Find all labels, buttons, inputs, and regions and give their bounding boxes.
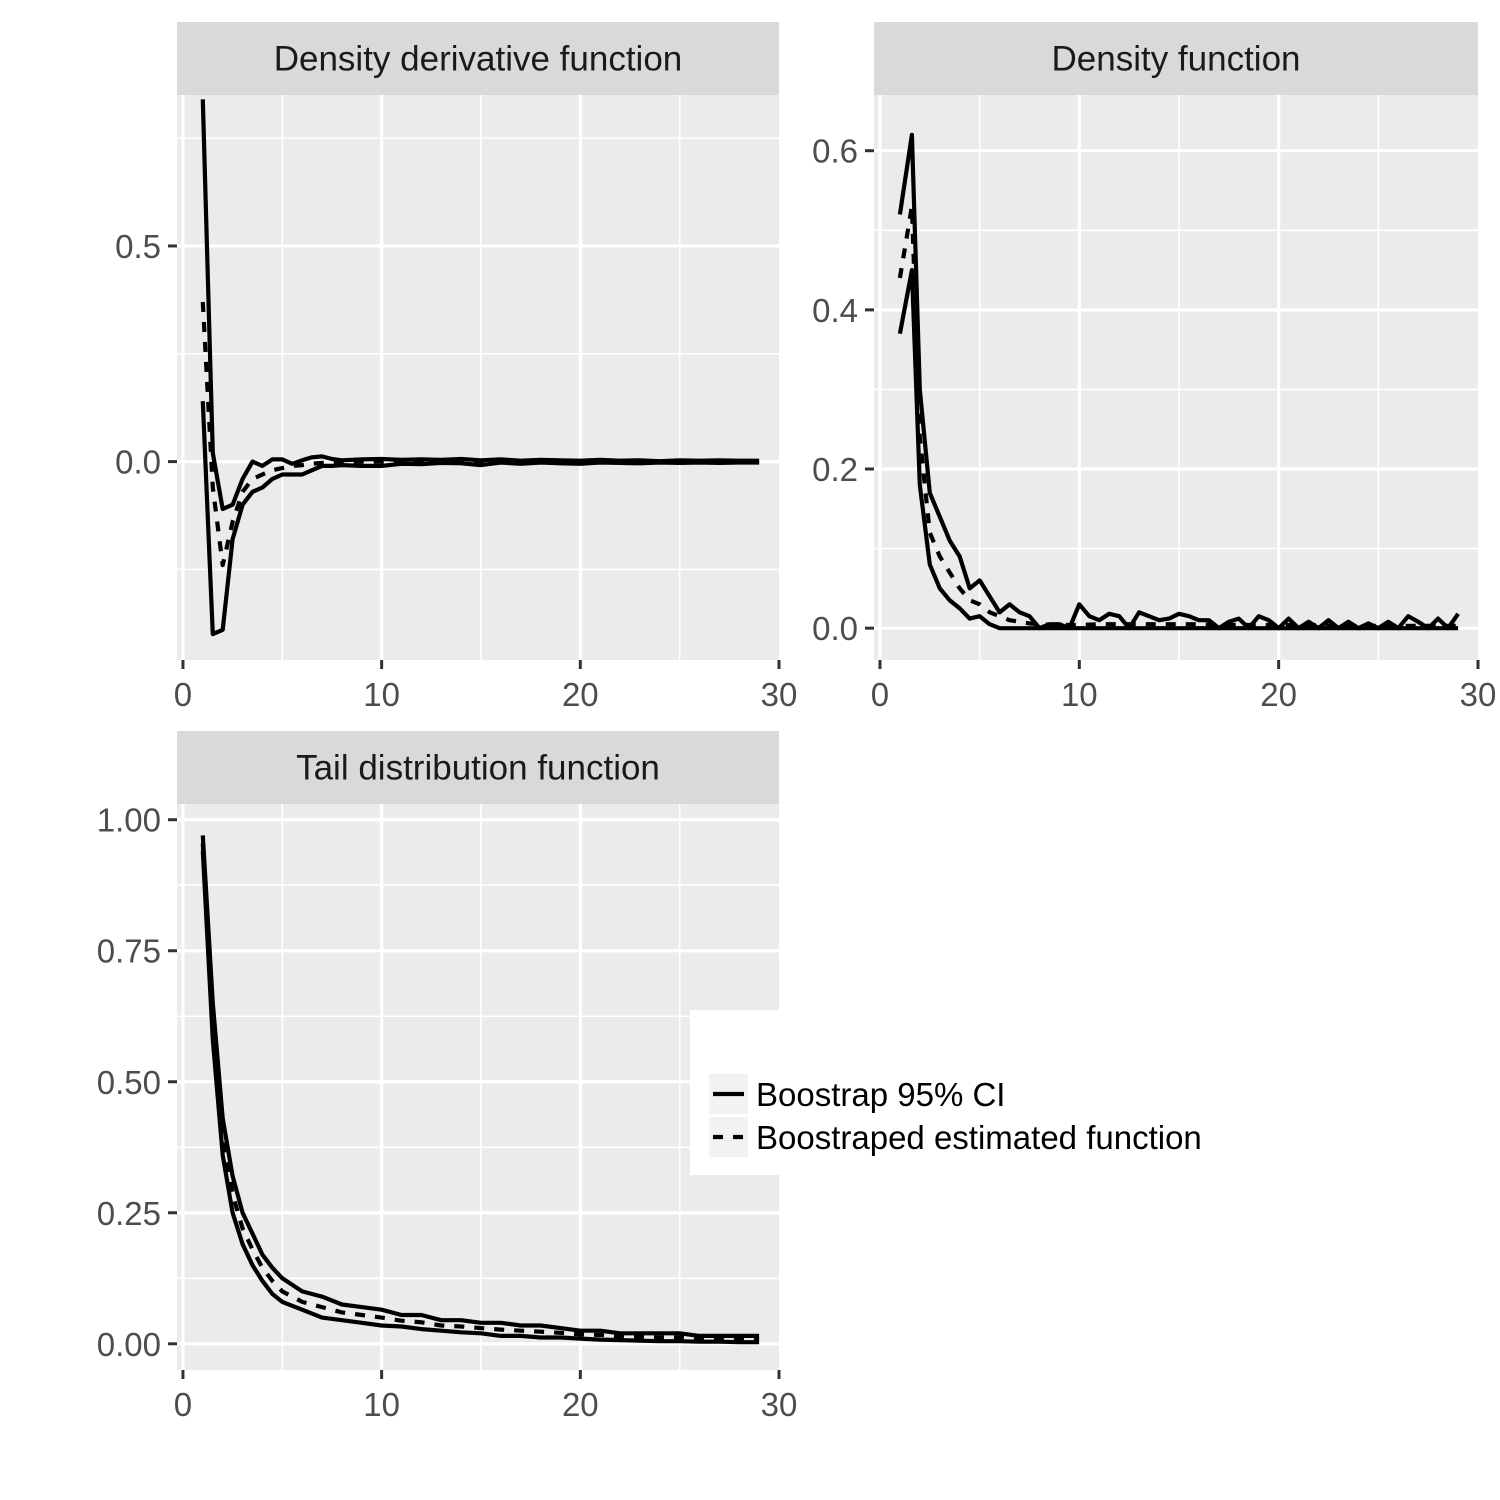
y-tick-label: 1.00 [97,802,161,839]
facet-panel-1: Density derivative function 0 10 20 30 0.0 0.5 [115,22,797,713]
y-tick-label: 0.00 [97,1326,161,1363]
y-tick-label: 0.4 [812,292,858,329]
facet-title: Tail distribution function [296,749,660,788]
x-tick-label: 10 [363,676,400,713]
series-line-estimate [897,204,1459,628]
y-tick-label: 0.0 [812,610,858,647]
x-tick-label: 0 [174,1386,192,1423]
facet-strip [177,731,779,804]
x-tick-label: 10 [1061,676,1098,713]
series-line-ci [200,851,760,1345]
x-tick-label: 0 [871,676,889,713]
facet-title: Density derivative function [274,40,683,79]
x-tick-label: 30 [761,1386,798,1423]
y-tick-label: 0.5 [115,228,161,265]
legend-label: Boostraped estimated function [756,1119,1202,1156]
series-line-ci [200,835,760,1339]
y-tick-label: 0.75 [97,933,161,970]
legend: Boostrap 95% CI Boostraped estimated func… [690,1010,1202,1175]
x-tick-label: 0 [174,676,192,713]
x-tick-label: 10 [363,1386,400,1423]
y-tick-label: 0.6 [812,133,858,170]
x-tick-label: 20 [1260,676,1297,713]
plot-panel [177,95,779,660]
y-tick-label: 0.2 [812,451,858,488]
x-tick-label: 20 [562,676,599,713]
legend-label: Boostrap 95% CI [756,1076,1005,1113]
x-tick-label: 20 [562,1386,599,1423]
x-tick-label: 30 [1460,676,1497,713]
series-line-estimate [200,301,760,568]
series-line-ci [897,268,1459,631]
facet-panel-3: Tail distribution function 0 10 20 30 0.00 0.2… [97,731,798,1423]
y-tick-label: 0.50 [97,1064,161,1101]
facet-title: Density function [1051,40,1300,79]
facet-strip [177,22,779,95]
series-line-ci [897,132,1460,631]
facet-panel-2: Density function 0 10 20 30 0.0 0.2 0.4 0.6 [812,22,1496,713]
facet-strip [874,22,1478,95]
x-tick-label: 30 [761,676,798,713]
y-tick-label: 0.0 [115,444,161,481]
plot-panel [874,95,1478,660]
y-tick-label: 0.25 [97,1195,161,1232]
series-line-estimate [200,843,760,1342]
